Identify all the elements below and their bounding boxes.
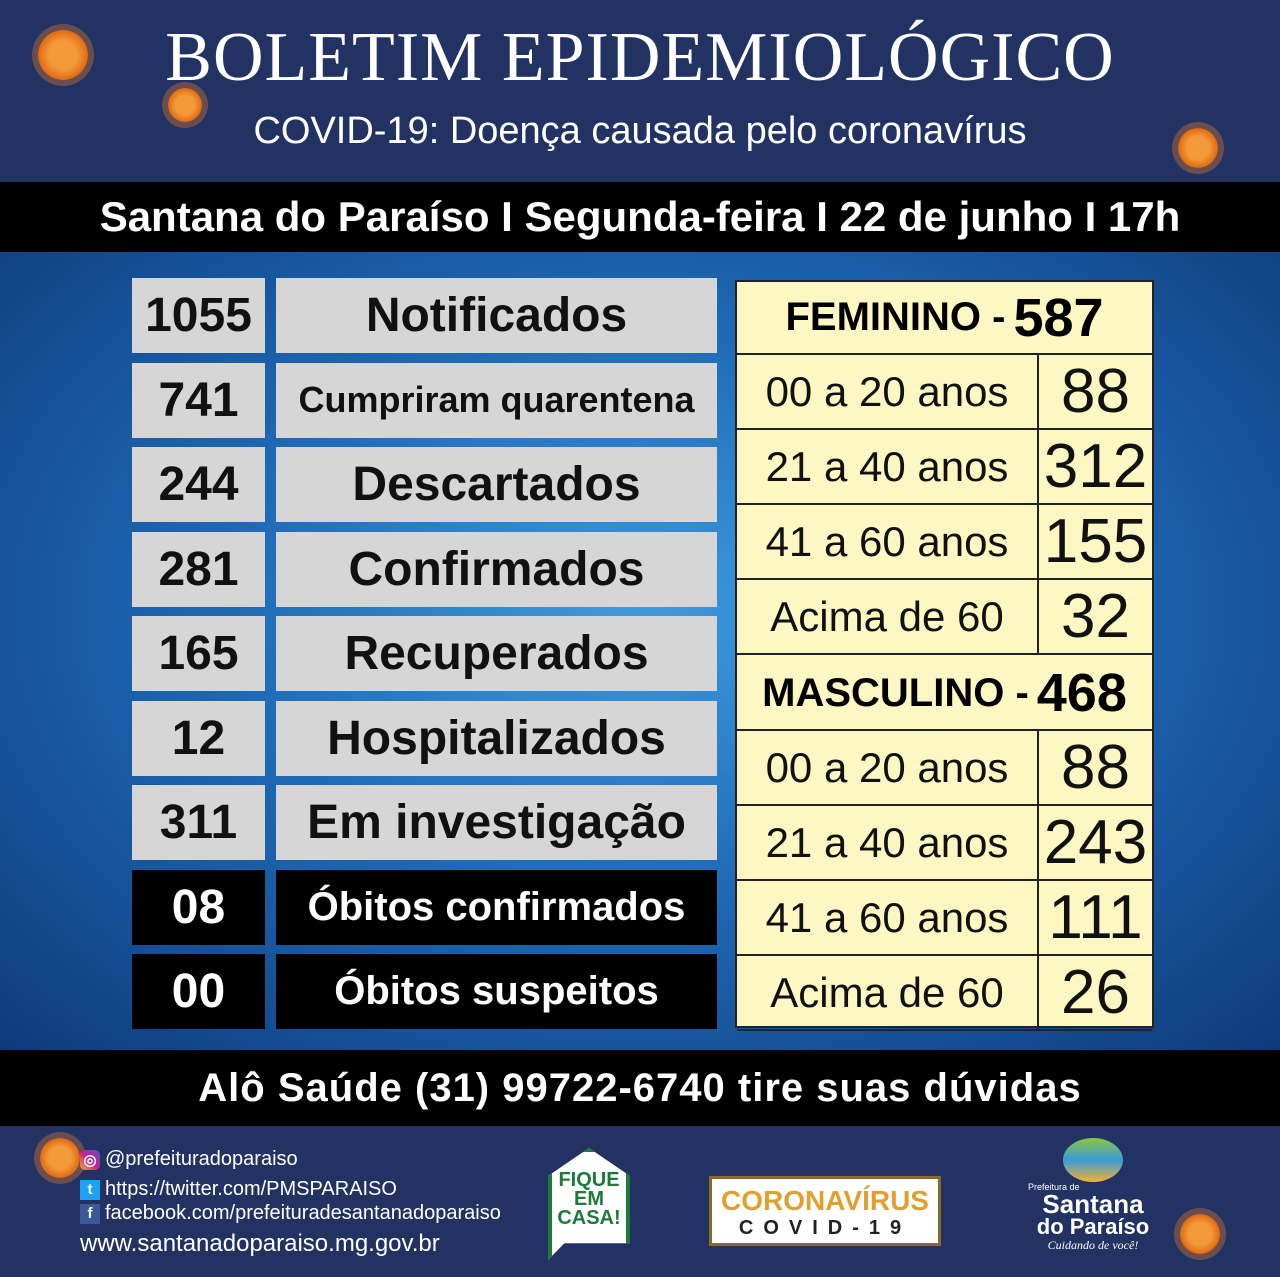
stay-home-line: FIQUE [558, 1168, 620, 1191]
masculino-total: 468 [1036, 663, 1127, 723]
age-row: 00 a 20 anos 88 [737, 355, 1152, 430]
help-line-bar: Alô Saúde (31) 99722-6740 tire suas dúvi… [0, 1050, 1280, 1126]
masculino-label: MASCULINO - [762, 670, 1029, 715]
age-range: Acima de 60 [770, 968, 1004, 1016]
stat-value: 311 [132, 785, 265, 860]
instagram-link[interactable]: ◎ @prefeituradoparaiso [80, 1148, 298, 1171]
feminino-label: FEMININO - [785, 295, 1006, 339]
age-count: 88 [1037, 355, 1152, 428]
header: BOLETIM EPIDEMIOLÓGICO COVID-19: Doença … [0, 0, 1280, 182]
stat-value: 281 [132, 531, 265, 607]
stat-label: Recuperados [276, 616, 717, 691]
page-subtitle: COVID-19: Doença causada pelo coronavíru… [253, 110, 1027, 152]
age-count: 111 [1037, 881, 1152, 954]
stat-label: Em investigação [276, 785, 717, 860]
footer: ◎ @prefeituradoparaiso t https://twitter.c… [0, 1126, 1280, 1277]
covid-badge-line1: CORONAVÍRUS [721, 1185, 929, 1216]
stat-value: 00 [132, 954, 265, 1029]
virus-icon [40, 1138, 80, 1178]
location-date-bar: Santana do Paraíso I Segunda-feira I 22 … [0, 182, 1280, 252]
logo-tagline: Cuidando de você! [1047, 1238, 1139, 1252]
municipality-logo: Prefeitura de Santana do Paraíso Cuidand… [1028, 1138, 1158, 1270]
age-range: 41 a 60 anos [765, 893, 1009, 941]
instagram-handle: @prefeituradoparaiso [105, 1148, 298, 1170]
stat-value: 165 [132, 616, 265, 691]
page-title: BOLETIM EPIDEMIOLÓGICO [165, 19, 1115, 96]
facebook-url: facebook.com/prefeituradesantanadoparais… [105, 1202, 501, 1224]
facebook-icon: f [80, 1203, 100, 1224]
age-range: 41 a 60 anos [765, 517, 1009, 565]
twitter-icon: t [80, 1179, 100, 1200]
covid-badge-line2: COVID-19 [738, 1217, 912, 1239]
feminino-total: 587 [1013, 287, 1104, 348]
masculino-header: MASCULINO -468 [737, 657, 1152, 731]
age-range: Acima de 60 [770, 592, 1004, 640]
stat-label: Óbitos confirmados [276, 869, 717, 945]
stat-value: 741 [132, 362, 265, 438]
stat-value: 12 [132, 700, 265, 776]
age-row: Acima de 60 32 [737, 580, 1152, 655]
stat-label: Confirmados [276, 531, 717, 607]
age-row: 21 a 40 anos 243 [737, 806, 1152, 881]
stat-value: 1055 [132, 278, 265, 353]
age-count: 88 [1037, 731, 1152, 804]
age-count: 26 [1037, 956, 1152, 1029]
age-count: 312 [1037, 430, 1152, 503]
stat-label: Notificados [276, 278, 717, 353]
age-row: 41 a 60 anos 155 [737, 505, 1152, 580]
age-range: 00 a 20 anos [765, 743, 1009, 791]
stay-home-badge: FIQUE EM CASA! [548, 1148, 630, 1260]
stat-value: 244 [132, 447, 265, 522]
twitter-link[interactable]: t https://twitter.com/PMSPARAISO [80, 1178, 397, 1201]
virus-icon [1180, 1214, 1220, 1254]
virus-icon [168, 88, 202, 122]
age-row: 21 a 40 anos 312 [737, 430, 1152, 505]
stat-value: 08 [132, 869, 265, 945]
logo-prefix: Prefeitura de [1028, 1182, 1080, 1192]
coronavirus-covid-badge: CORONAVÍRUS COVID-19 [709, 1176, 941, 1246]
age-count: 155 [1037, 505, 1152, 578]
age-count: 32 [1037, 580, 1152, 653]
stat-label: Cumpriram quarentena [276, 362, 717, 438]
age-row: Acima de 60 26 [737, 956, 1152, 1031]
age-gender-table: FEMININO -587 00 a 20 anos 88 21 a 40 an… [735, 280, 1154, 1031]
twitter-url: https://twitter.com/PMSPARAISO [105, 1178, 397, 1200]
feminino-header: FEMININO -587 [737, 282, 1152, 355]
stay-home-line: CASA! [557, 1206, 621, 1229]
stat-label: Hospitalizados [276, 700, 717, 776]
logo-name1: Santana [1042, 1189, 1144, 1219]
stay-home-line: EM [574, 1187, 604, 1210]
logo-emblem-icon [1063, 1138, 1123, 1182]
age-row: 00 a 20 anos 88 [737, 731, 1152, 806]
age-count: 243 [1037, 806, 1152, 879]
age-range: 21 a 40 anos [765, 818, 1009, 866]
facebook-link[interactable]: f facebook.com/prefeituradesantanadoparai… [80, 1202, 501, 1225]
virus-icon [1178, 128, 1218, 168]
age-row: 41 a 60 anos 111 [737, 881, 1152, 956]
instagram-icon: ◎ [80, 1149, 100, 1170]
age-range: 21 a 40 anos [765, 442, 1009, 490]
website-link[interactable]: www.santanadoparaiso.mg.gov.br [80, 1230, 440, 1257]
virus-icon [38, 30, 88, 80]
stat-label: Óbitos suspeitos [276, 954, 717, 1029]
stat-label: Descartados [276, 447, 717, 522]
logo-name2: do Paraíso [1036, 1214, 1150, 1239]
age-range: 00 a 20 anos [765, 367, 1009, 415]
